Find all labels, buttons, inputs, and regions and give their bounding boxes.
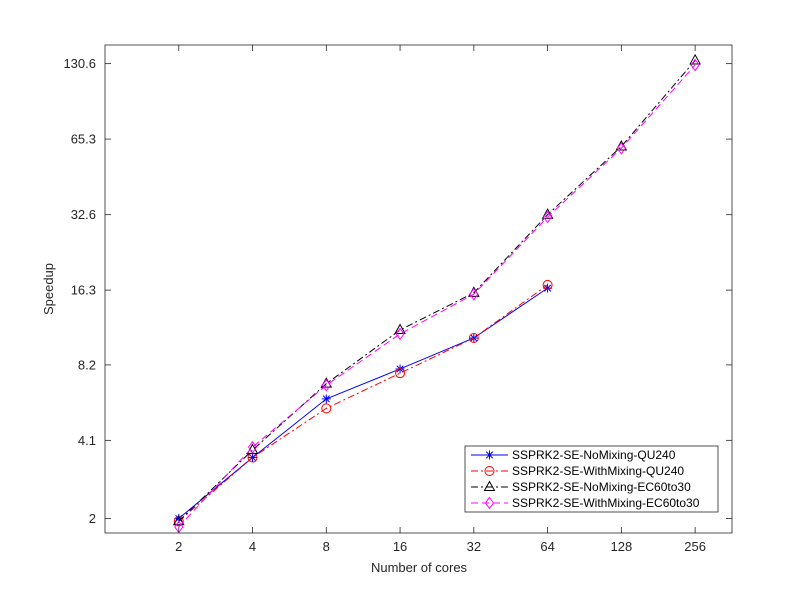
- data-point: [321, 378, 331, 392]
- data-point: [616, 141, 626, 155]
- legend-box: [464, 445, 719, 513]
- marker-stroke: [544, 284, 552, 292]
- y-tick-label: 130.6: [63, 56, 96, 71]
- data-point: [321, 394, 331, 404]
- legend-marker: [484, 466, 495, 476]
- legend-label: SSPRK2-SE-WithMixing-EC60to30: [512, 496, 700, 510]
- legend-item: SSPRK2-SE-WithMixing-EC60to30: [471, 496, 700, 510]
- series-line: [178, 284, 548, 522]
- series-line: [178, 64, 696, 528]
- legend-item: SSPRK2-SE-NoMixing-EC60to30: [471, 480, 691, 494]
- x-tick-label: 32: [467, 539, 481, 554]
- x-tick-label: 2: [175, 539, 182, 554]
- marker-stroke: [322, 395, 330, 403]
- data-point: [248, 453, 258, 463]
- data-point: [542, 279, 553, 290]
- data-point: [395, 368, 406, 379]
- axes-box: [104, 44, 733, 534]
- legend-label: SSPRK2-SE-NoMixing-QU240: [512, 448, 676, 462]
- legend-marker: [485, 450, 494, 460]
- series-4: [174, 58, 700, 534]
- y-tick-label: 65.3: [71, 132, 96, 147]
- y-tick-label: 2: [89, 511, 96, 526]
- y-tick-label: 4.1: [78, 433, 96, 448]
- legend-label: SSPRK2-SE-NoMixing-EC60to30: [512, 480, 691, 494]
- x-tick-label: 8: [323, 539, 330, 554]
- series-2: [173, 279, 553, 527]
- legend-item: SSPRK2-SE-NoMixing-QU240: [471, 448, 676, 462]
- x-tick-label: 128: [611, 539, 633, 554]
- data-point: [395, 327, 405, 341]
- data-point: [172, 514, 185, 526]
- data-point: [247, 440, 258, 454]
- legend-marker: [483, 480, 496, 491]
- y-tick-label: 8.2: [78, 357, 96, 372]
- x-tick-label: 256: [684, 539, 706, 554]
- data-point: [541, 208, 554, 219]
- legend-label: SSPRK2-SE-WithMixing-QU240: [512, 464, 684, 478]
- data-point: [468, 332, 479, 343]
- y-tick-label: 16.3: [71, 283, 96, 298]
- legend-marker: [484, 496, 495, 510]
- legend-item: SSPRK2-SE-WithMixing-QU240: [471, 464, 684, 478]
- data-point: [321, 403, 332, 414]
- data-point: [690, 58, 700, 72]
- x-tick-label: 64: [540, 539, 554, 554]
- data-point: [542, 210, 553, 224]
- x-tick-label: 16: [393, 539, 407, 554]
- legend: SSPRK2-SE-NoMixing-QU240 SSPRK2-SE-WithMi…: [464, 445, 719, 513]
- x-axis-label: Number of cores: [371, 560, 468, 575]
- data-point: [689, 53, 701, 65]
- y-tick-label: 32.6: [71, 207, 96, 222]
- series-line: [178, 60, 696, 522]
- axes-layer: 2 4 8 16 32 64 128 256 2 4.1 8.2 16.3 32.6 65.3 130.6: [63, 44, 733, 554]
- series-layer: [172, 53, 701, 534]
- marker-stroke: [485, 451, 494, 459]
- data-point: [469, 287, 479, 301]
- x-tick-label: 4: [249, 539, 256, 554]
- y-axis-label: Speedup: [41, 263, 56, 315]
- data-point: [394, 323, 406, 335]
